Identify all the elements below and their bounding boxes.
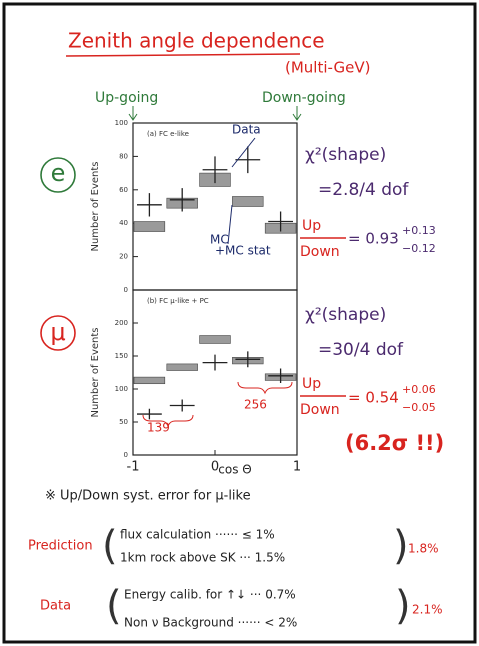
syst-total: 2.1% xyxy=(412,603,443,617)
y-tick-label: 60 xyxy=(119,186,128,194)
y-axis-title: Number of Events xyxy=(90,161,101,251)
mc-box xyxy=(166,363,198,371)
footnote: ※ Up/Down syst. error for μ-like xyxy=(45,489,251,504)
chi2-value: =30/4 dof xyxy=(318,340,404,360)
syst-item: 1km rock above SK ··· 1.5% xyxy=(120,551,285,565)
data-point xyxy=(235,146,261,174)
y-tick-label: 0 xyxy=(124,451,128,459)
data-point xyxy=(235,351,261,368)
bracket: ( xyxy=(102,523,118,569)
data-point xyxy=(268,368,293,384)
particle-label: μ xyxy=(50,318,65,346)
y-tick-label: 40 xyxy=(119,219,128,227)
ratio-minus: −0.12 xyxy=(402,242,436,255)
data-point xyxy=(169,188,195,212)
title-underline xyxy=(65,53,301,57)
y-tick-label: 80 xyxy=(119,152,128,160)
series-label: MC xyxy=(210,233,229,247)
ratio-den: Down xyxy=(300,402,340,418)
y-tick-label: 0 xyxy=(124,286,128,294)
direction-arrows xyxy=(128,106,302,121)
mc-box xyxy=(232,196,264,207)
y-axis-title: Number of Events xyxy=(90,327,101,417)
annotation: 256 xyxy=(244,398,267,412)
y-tick-label: 150 xyxy=(115,352,128,360)
chi2-value: =2.8/4 dof xyxy=(318,180,409,200)
y-tick-label: 20 xyxy=(119,253,128,261)
bracket: ( xyxy=(106,583,122,629)
x-axis-title: cos Θ xyxy=(218,463,251,477)
y-tick-label: 200 xyxy=(115,319,128,327)
data-point xyxy=(268,211,293,232)
pointer xyxy=(227,137,256,245)
syst-item: flux calculation ······ ≤ 1% xyxy=(120,528,275,542)
x-tick-label: 0 xyxy=(211,460,219,475)
data-point xyxy=(137,193,162,217)
brace xyxy=(142,381,293,428)
particle-circle xyxy=(40,315,76,351)
direction-label: Up-going xyxy=(95,90,158,106)
annotation: +MC stat xyxy=(215,244,271,258)
particle-label: e xyxy=(51,159,66,187)
y-tick-label: 100 xyxy=(115,119,128,127)
panel-label: (a) FC e-like xyxy=(147,130,189,138)
ratio-minus: −0.05 xyxy=(402,401,436,414)
x-tick-label: -1 xyxy=(127,460,140,475)
chi2-label: χ²(shape) xyxy=(305,145,386,165)
series-label: Data xyxy=(232,123,261,137)
ratio-den: Down xyxy=(300,244,340,260)
y-tick-label: 100 xyxy=(115,385,128,393)
ratio-plus: +0.06 xyxy=(402,383,436,396)
annotation: 139 xyxy=(147,421,170,435)
ratio-num: Up xyxy=(302,218,321,234)
subtitle: (Multi-GeV) xyxy=(285,59,370,77)
data-point xyxy=(137,408,162,420)
bracket: ) xyxy=(395,583,411,629)
syst-item: Non ν Background ······ < 2% xyxy=(124,616,297,630)
x-tick-label: 1 xyxy=(293,460,301,475)
chi2-label: χ²(shape) xyxy=(305,305,386,325)
significance: (6.2σ !!) xyxy=(345,431,444,455)
ratio-value: = 0.54 xyxy=(348,389,399,407)
ratio-num: Up xyxy=(302,376,321,392)
ratio-plus: +0.13 xyxy=(402,224,436,237)
bracket: ) xyxy=(393,523,409,569)
mc-box xyxy=(133,376,166,385)
syst-total: 1.8% xyxy=(408,542,439,556)
mc-box xyxy=(199,335,231,344)
panel-label: (b) FC μ-like + PC xyxy=(147,297,209,305)
syst-label: Prediction xyxy=(28,539,93,554)
syst-item: Energy calib. for ↑↓ ··· 0.7% xyxy=(124,588,296,602)
ratio-value: = 0.93 xyxy=(348,230,399,248)
syst-label: Data xyxy=(40,599,71,614)
particle-circle xyxy=(40,157,76,193)
data-point xyxy=(202,354,228,371)
mc-box xyxy=(133,221,166,232)
y-tick-label: 50 xyxy=(119,418,128,426)
data-point xyxy=(202,156,228,184)
direction-label: Down-going xyxy=(262,90,346,106)
data-point xyxy=(169,399,195,412)
title: Zenith angle dependence xyxy=(68,29,325,53)
